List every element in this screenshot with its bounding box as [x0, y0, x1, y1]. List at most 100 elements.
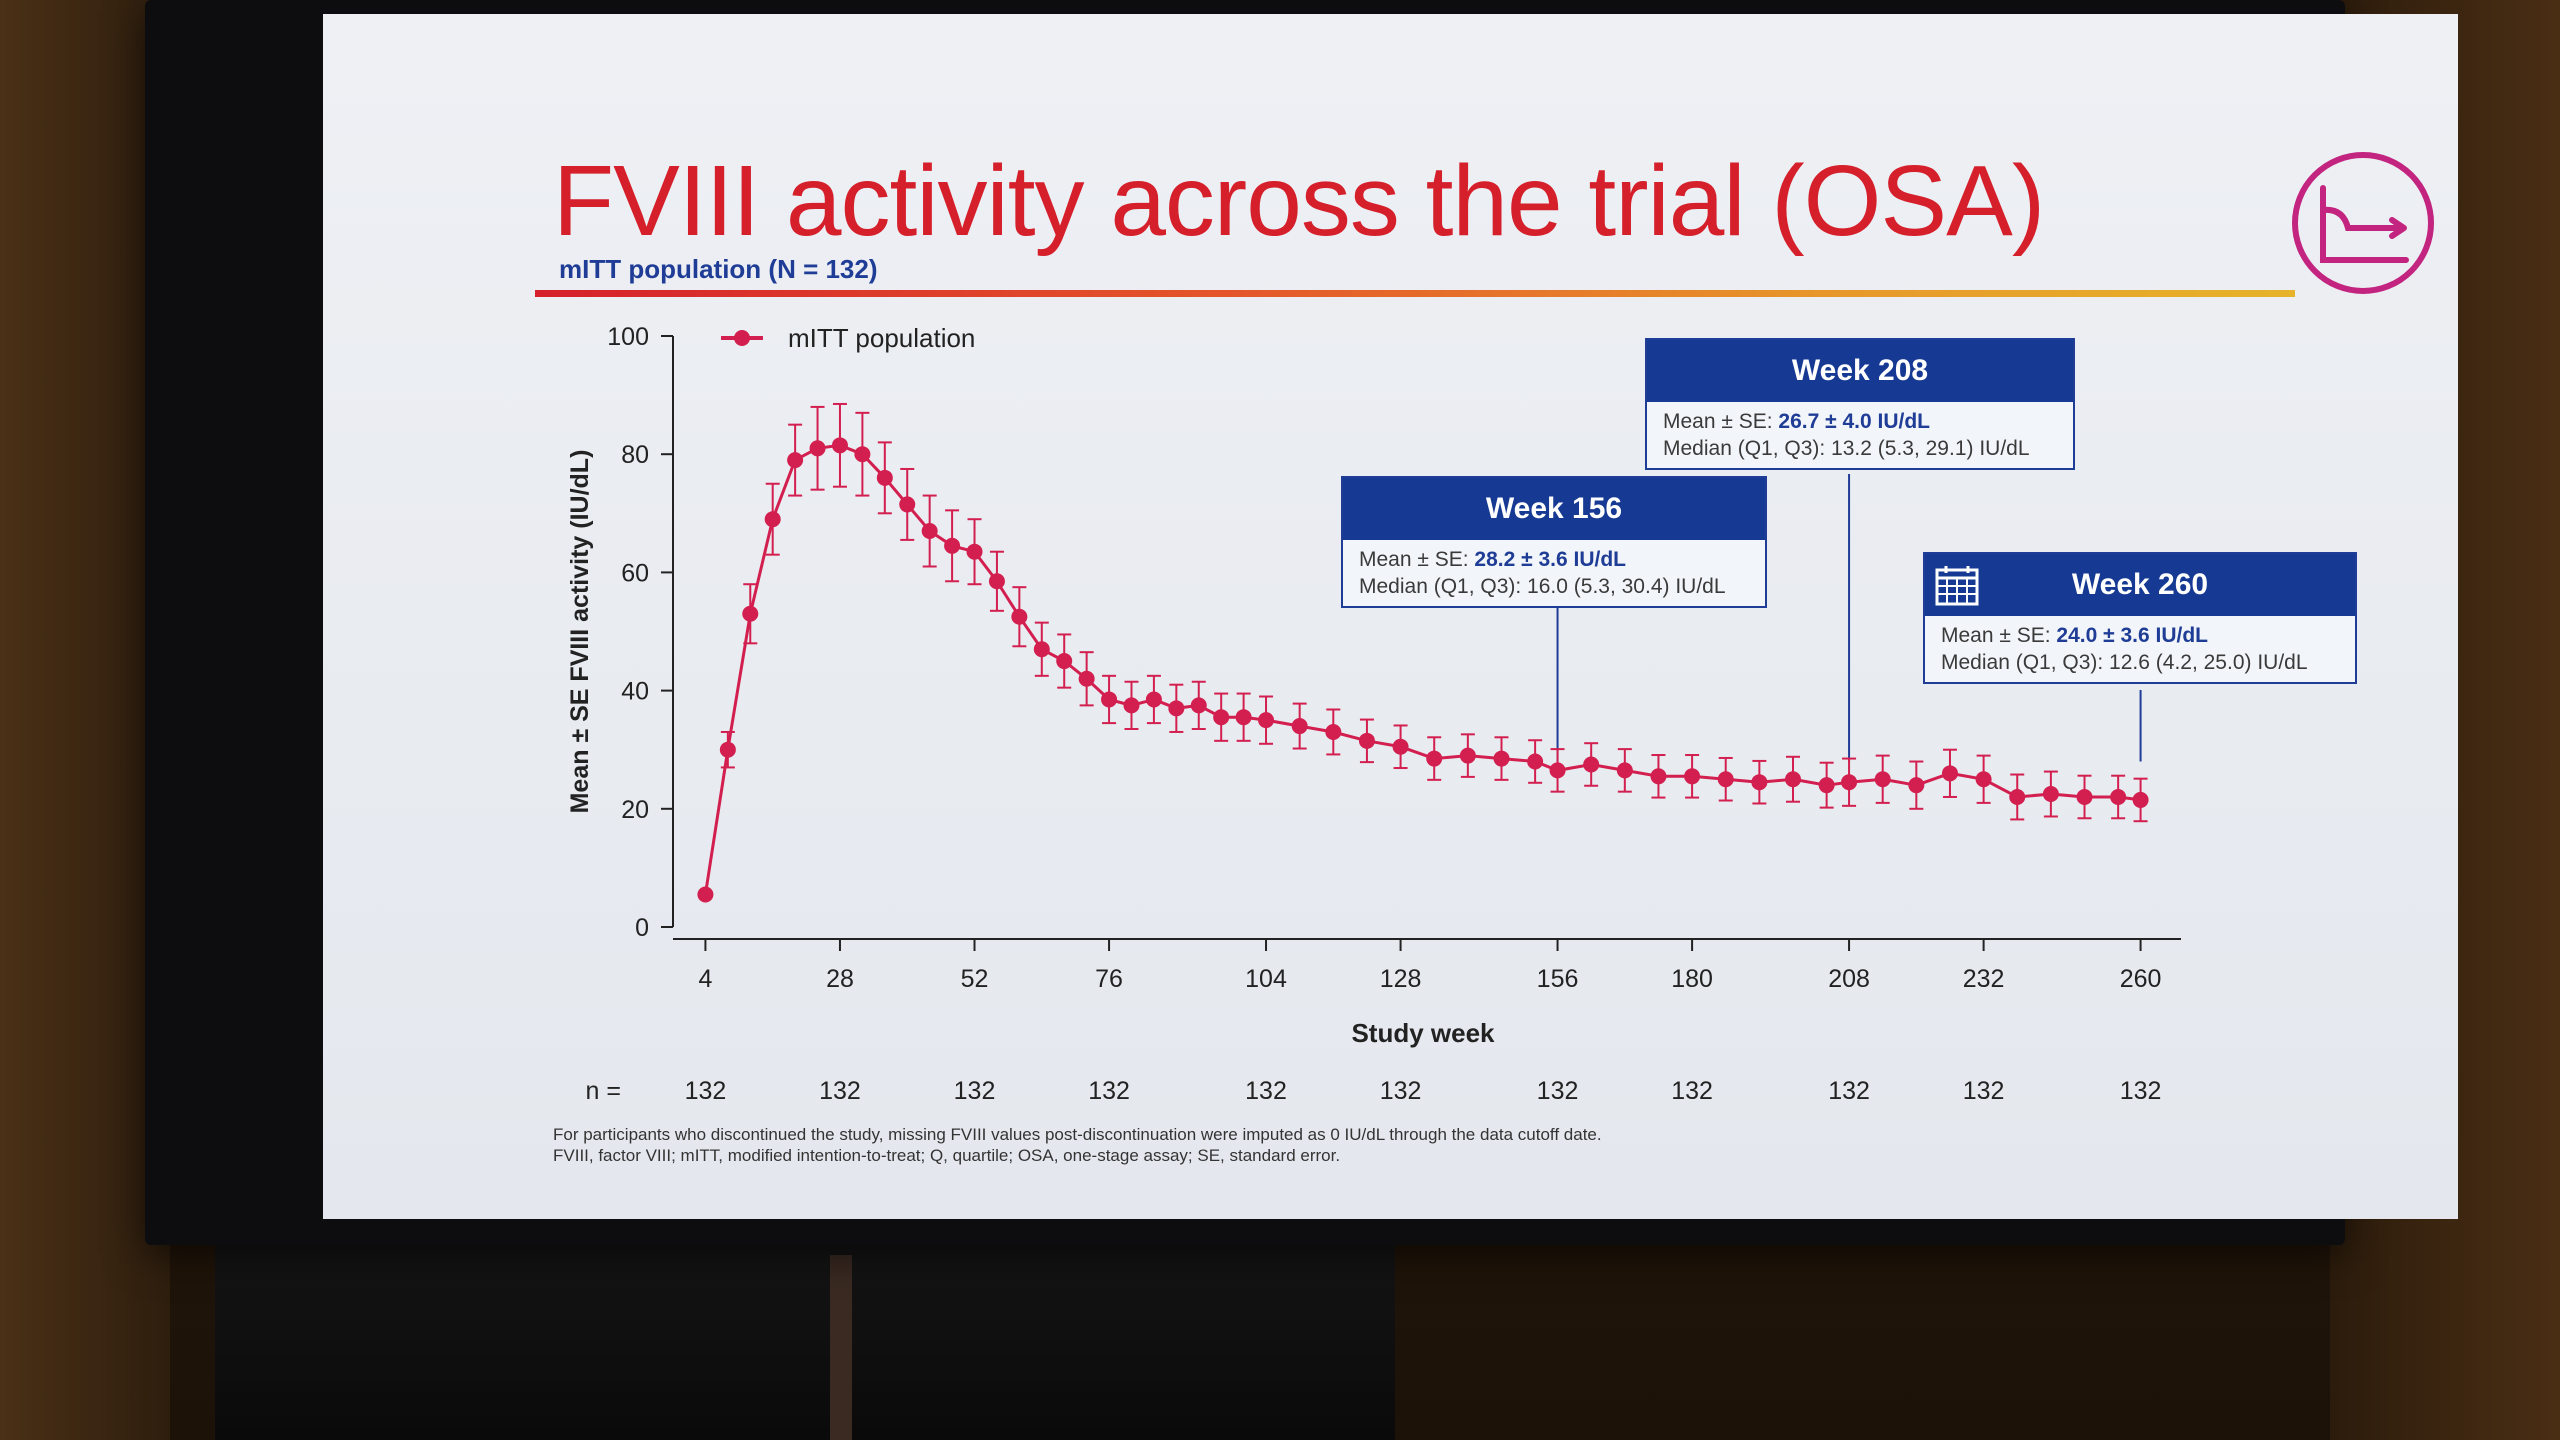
callout-mean-value: 24.0 ± 3.6 IU/dL	[2056, 624, 2209, 647]
callout-header: Week 208	[1647, 340, 2073, 402]
decline-curve-icon	[2292, 152, 2434, 294]
data-point	[921, 523, 938, 540]
callout-header: Week 260	[1925, 554, 2355, 616]
x-tick-label: 128	[1380, 965, 1422, 993]
monitor-bezel: FVIII activity across the trial (OSA) mI…	[145, 0, 2458, 1245]
data-point	[2076, 788, 2093, 805]
n-value: 132	[954, 1077, 996, 1105]
x-axis-title: Study week	[1351, 1018, 1495, 1048]
data-point	[809, 440, 826, 457]
data-point	[764, 511, 781, 528]
data-point	[1841, 774, 1858, 791]
data-point	[966, 543, 983, 560]
data-point	[988, 573, 1005, 590]
n-value: 132	[1088, 1077, 1130, 1105]
data-point	[1145, 691, 1162, 708]
data-point	[1291, 718, 1308, 735]
room-background-left	[0, 0, 170, 1440]
y-tick-label: 0	[635, 914, 649, 942]
n-value: 132	[1537, 1077, 1579, 1105]
data-point	[1650, 768, 1667, 785]
callout-mean-line: Mean ± SE: 28.2 ± 3.6 IU/dL	[1359, 548, 1627, 571]
y-axis-title: Mean ± SE FVIII activity (IU/dL)	[566, 450, 594, 814]
data-point	[1190, 697, 1207, 714]
data-point	[1975, 771, 1992, 788]
callout-median-line: Median (Q1, Q3): 12.6 (4.2, 25.0) IU/dL	[1941, 651, 2308, 674]
n-value: 132	[1963, 1077, 2005, 1105]
callout-mean-value: 26.7 ± 4.0 IU/dL	[1778, 410, 1931, 433]
n-value: 132	[1671, 1077, 1713, 1105]
data-point	[854, 446, 871, 463]
y-tick-label: 80	[621, 441, 649, 469]
legend-marker	[734, 330, 750, 346]
x-tick-label: 4	[698, 965, 712, 993]
data-point	[1426, 750, 1443, 767]
stand-post	[830, 1255, 852, 1440]
callout-week-260: Week 260 Mean ± SE: 24.0 ± 3.6 IU/dL Med…	[1923, 552, 2357, 684]
data-point	[1616, 762, 1633, 779]
x-tick-label: 104	[1245, 965, 1287, 993]
data-point	[697, 886, 714, 903]
data-point	[1033, 641, 1050, 658]
n-value: 132	[685, 1077, 727, 1105]
n-value: 132	[2120, 1077, 2162, 1105]
data-point	[1101, 691, 1118, 708]
slide-subtitle: mITT population (N = 132)	[559, 254, 878, 284]
data-point	[1325, 723, 1342, 740]
data-point	[1908, 777, 1925, 794]
data-point	[742, 605, 759, 622]
data-point	[1459, 747, 1476, 764]
calendar-icon	[1935, 566, 1979, 606]
data-point	[899, 496, 916, 513]
data-point	[1818, 777, 1835, 794]
chart: 0 20 40 60 80 100 4 132 28 132 52 132 76 132 104 132 128…	[566, 323, 2181, 1105]
data-point	[1941, 765, 1958, 782]
data-point	[1751, 774, 1768, 791]
data-point	[1213, 709, 1230, 726]
x-tick-label: 52	[961, 965, 989, 993]
data-point	[1549, 762, 1566, 779]
data-point	[787, 452, 804, 469]
x-tick-label: 28	[826, 965, 854, 993]
callout-mean-value: 28.2 ± 3.6 IU/dL	[1474, 548, 1627, 571]
data-point	[1785, 771, 1801, 788]
y-tick-label: 20	[621, 796, 649, 824]
n-label: n =	[586, 1077, 621, 1105]
y-tick-label: 100	[607, 323, 649, 351]
y-tick-label: 60	[621, 559, 649, 587]
data-point	[2132, 791, 2149, 808]
x-tick-label: 208	[1828, 965, 1870, 993]
x-tick-label: 232	[1963, 965, 2005, 993]
data-point	[1056, 653, 1073, 670]
x-tick-label: 76	[1095, 965, 1123, 993]
x-tick-label: 180	[1671, 965, 1713, 993]
data-point	[1493, 750, 1510, 767]
slide: FVIII activity across the trial (OSA) mI…	[323, 14, 2458, 1219]
data-point	[1258, 712, 1275, 729]
title-divider	[535, 290, 2295, 297]
n-value: 132	[1828, 1077, 1870, 1105]
x-tick-label: 156	[1537, 965, 1579, 993]
callout-week-156: Week 156 Mean ± SE: 28.2 ± 3.6 IU/dL Med…	[1341, 476, 1767, 608]
data-point	[1358, 732, 1375, 749]
callout-mean-line: Mean ± SE: 24.0 ± 3.6 IU/dL	[1941, 624, 2209, 647]
data-point	[719, 741, 736, 758]
n-value: 132	[1245, 1077, 1287, 1105]
footnote-line: FVIII, factor VIII; mITT, modified inten…	[553, 1146, 1341, 1165]
slide-title: FVIII activity across the trial (OSA)	[553, 145, 2045, 257]
footnote-line: For participants who discontinued the st…	[553, 1125, 1602, 1144]
data-point	[1717, 771, 1734, 788]
data-point	[1874, 771, 1891, 788]
data-point	[1583, 756, 1600, 773]
data-point	[1684, 768, 1701, 785]
data-point	[1123, 697, 1140, 714]
data-point	[1235, 709, 1252, 726]
callout-median-line: Median (Q1, Q3): 13.2 (5.3, 29.1) IU/dL	[1663, 437, 2030, 460]
data-point	[2042, 786, 2059, 803]
footnote: For participants who discontinued the st…	[553, 1124, 1602, 1166]
data-point	[1078, 670, 1095, 687]
y-tick-label: 40	[621, 678, 649, 706]
data-point	[2009, 788, 2026, 805]
data-point	[831, 437, 848, 454]
x-tick-label: 260	[2120, 965, 2162, 993]
